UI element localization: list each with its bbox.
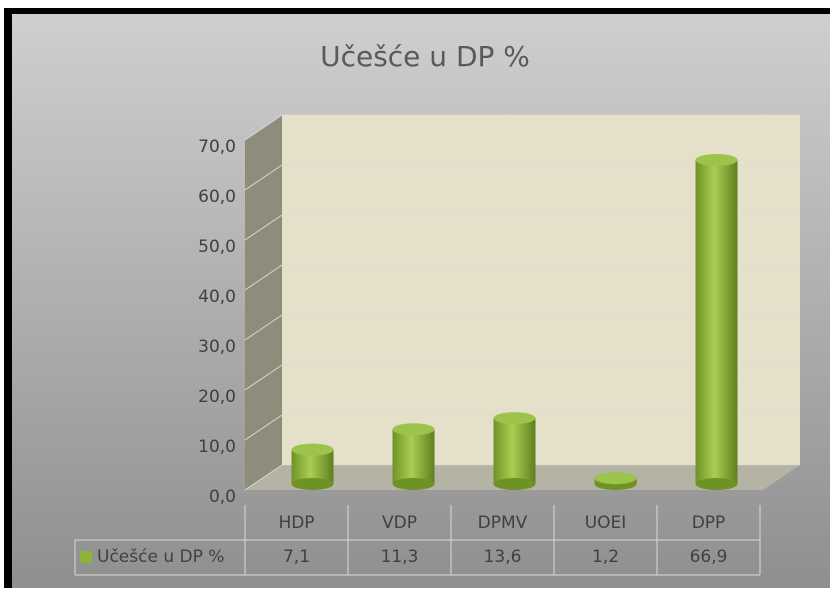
grid-line	[244, 214, 283, 241]
y-tick-label: 10,0	[198, 437, 236, 457]
grid-line	[244, 264, 283, 291]
value-label: 66,9	[690, 547, 728, 567]
grid-line	[244, 364, 283, 391]
x-tick-label: DPP	[692, 513, 726, 533]
y-tick-label: 0,0	[209, 487, 236, 507]
grid-line	[244, 164, 283, 191]
grid-line	[244, 414, 283, 441]
x-tick-label: HDP	[278, 513, 314, 533]
data-table	[74, 505, 760, 576]
y-tick-label: 70,0	[198, 137, 236, 157]
bar-top	[291, 443, 334, 456]
legend-label: Učešće u DP %	[97, 547, 224, 567]
bar-top	[695, 154, 738, 167]
bar-base	[493, 478, 536, 490]
y-tick-label: 20,0	[198, 387, 236, 407]
y-tick-label: 40,0	[198, 287, 236, 307]
grid-line	[244, 314, 283, 341]
chart-title: Učešće u DP %	[320, 40, 530, 73]
legend-swatch	[80, 551, 92, 563]
bar	[493, 418, 536, 484]
bar-top	[493, 412, 536, 425]
bar	[695, 160, 738, 484]
bar-top	[392, 423, 435, 436]
side-wall	[245, 115, 282, 490]
y-tick-label: 60,0	[198, 187, 236, 207]
bar-top	[594, 472, 637, 485]
value-label: 1,2	[592, 547, 619, 567]
grid-line	[244, 464, 283, 491]
value-label: 7,1	[283, 547, 310, 567]
grid-line	[244, 114, 283, 141]
x-tick-label: UOEI	[585, 513, 627, 533]
y-tick-label: 50,0	[198, 237, 236, 257]
value-label: 11,3	[381, 547, 419, 567]
back-wall	[282, 115, 800, 465]
bar-base	[392, 478, 435, 490]
y-tick-label: 30,0	[198, 337, 236, 357]
bar-base	[695, 478, 738, 490]
bar-base	[291, 478, 334, 490]
value-label: 13,6	[484, 547, 522, 567]
bar	[392, 429, 435, 484]
x-tick-label: VDP	[382, 513, 417, 533]
x-tick-label: DPMV	[478, 513, 528, 533]
